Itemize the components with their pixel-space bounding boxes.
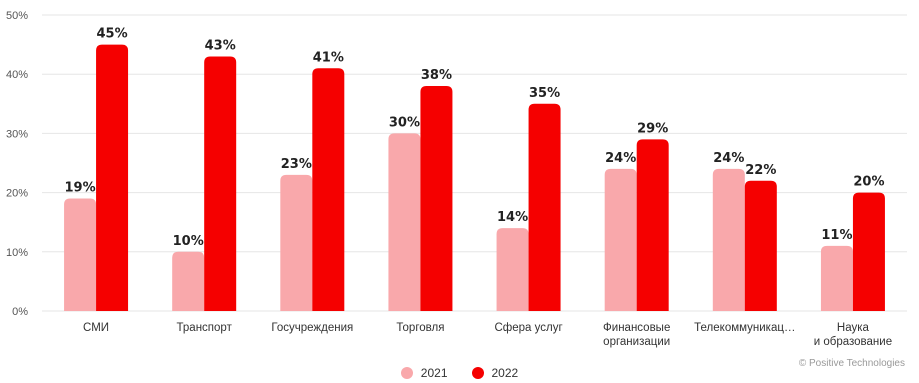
y-tick-label: 10% xyxy=(6,247,28,259)
legend: 2021 2022 xyxy=(0,366,919,380)
bar-2022[interactable] xyxy=(636,139,669,311)
legend-swatch-2022 xyxy=(471,367,484,379)
data-label-2021: 30% xyxy=(389,115,420,130)
y-tick-label: 50% xyxy=(6,10,28,22)
x-category-label: Сфера услуг xyxy=(494,322,562,334)
x-axis-categories: СМИ Транспорт Госучреждения Торговля Сфера у… xyxy=(83,322,892,348)
data-label-2021: 19% xyxy=(65,181,96,196)
bars xyxy=(64,44,885,311)
y-tick-label: 20% xyxy=(6,188,28,200)
bar-2021[interactable] xyxy=(820,245,853,311)
bar-2022[interactable] xyxy=(312,68,345,311)
y-tick-label: 40% xyxy=(6,69,28,81)
bar-2021[interactable] xyxy=(64,198,97,311)
bar-2021[interactable] xyxy=(172,251,205,311)
data-label-2021: 10% xyxy=(173,234,204,249)
bar-2021[interactable] xyxy=(388,133,421,311)
x-category-label: СМИ xyxy=(83,322,109,334)
data-label-2022: 29% xyxy=(637,121,668,136)
legend-swatch-2021 xyxy=(400,367,413,379)
credit-text: © Positive Technologies xyxy=(798,358,905,369)
legend-item-2022[interactable]: 2022 xyxy=(471,366,519,380)
data-label-2022: 43% xyxy=(205,38,236,53)
x-category-label: Наука и образование xyxy=(814,322,892,348)
y-tick-label: 0% xyxy=(12,306,28,318)
y-axis-ticks: 0% 10% 20% 30% 40% 50% xyxy=(6,10,28,318)
grid xyxy=(42,14,907,312)
bar-2022[interactable] xyxy=(744,180,777,311)
data-labels: 19%45%10%43%23%41%30%38%14%35%24%29%24%2… xyxy=(65,27,885,249)
x-category-label: Торговля xyxy=(396,322,444,334)
bar-2022[interactable] xyxy=(96,44,129,311)
chart: 0% 10% 20% 30% 40% 50% 19% 45% 10% 43% 23% 41% 30% 3… xyxy=(6,10,907,348)
x-category-label: Транспорт xyxy=(177,322,233,334)
data-label-2022: 38% xyxy=(421,68,452,83)
data-label-2022: 41% xyxy=(313,50,344,65)
bar-2022[interactable] xyxy=(204,56,237,311)
data-label-2021: 14% xyxy=(497,210,528,225)
x-category-label: Финансовые организации xyxy=(603,322,670,348)
bar-2021[interactable] xyxy=(712,168,745,311)
data-label-2022: 22% xyxy=(745,163,776,178)
data-label-2021: 24% xyxy=(605,151,636,166)
data-label-2021: 23% xyxy=(281,157,312,172)
bar-2021[interactable] xyxy=(496,228,529,311)
legend-item-2021[interactable]: 2021 xyxy=(400,366,448,380)
x-category-label: Госучреждения xyxy=(271,322,353,334)
x-category-label: Телекоммуникац… xyxy=(694,322,795,334)
data-label-2021: 24% xyxy=(713,151,744,166)
bar-2022[interactable] xyxy=(528,103,561,311)
legend-label-2022: 2022 xyxy=(491,366,519,380)
data-label-2022: 35% xyxy=(529,86,560,101)
data-label-2021: 11% xyxy=(821,228,852,243)
legend-label-2021: 2021 xyxy=(420,366,448,380)
bar-2021[interactable] xyxy=(280,174,313,311)
bar-2022[interactable] xyxy=(420,86,453,311)
data-label-2022: 20% xyxy=(853,175,884,190)
y-tick-label: 30% xyxy=(6,128,28,140)
bar-2022[interactable] xyxy=(852,192,885,311)
bar-2021[interactable] xyxy=(604,168,637,311)
data-label-2022: 45% xyxy=(97,27,128,42)
